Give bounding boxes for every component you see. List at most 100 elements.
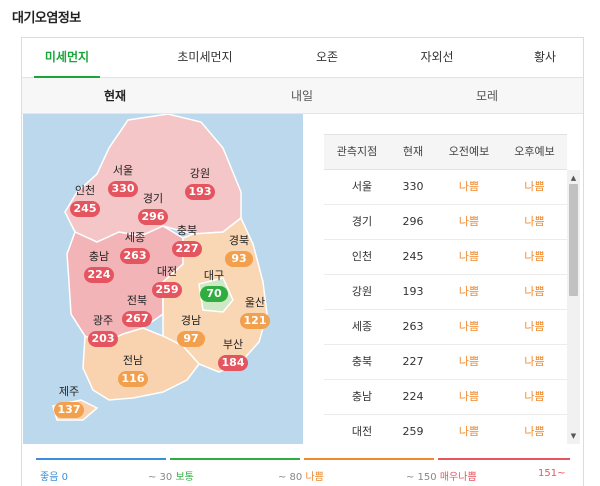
region-name: 전남 (122, 354, 144, 367)
region-jeonbuk[interactable]: 전북 267 (107, 294, 167, 327)
cell-am-grade: 나쁨 (458, 390, 480, 403)
region-gyeongnam[interactable]: 경남 97 (161, 314, 221, 347)
cell-site: 충남 (351, 390, 373, 403)
legend-bar-bad (304, 458, 434, 460)
region-value-badge: 245 (69, 201, 101, 217)
korea-map: 서울 330 인천 245 경기 296 강원 193 세종 263 충북 22… (23, 114, 303, 444)
cell-site: 서울 (351, 180, 373, 193)
region-name: 울산 (244, 296, 266, 309)
region-value-badge: 116 (117, 371, 149, 387)
region-ulsan[interactable]: 울산 121 (225, 296, 285, 329)
region-name: 제주 (58, 385, 80, 398)
cell-current: 263 (402, 320, 424, 333)
region-sejong[interactable]: 세종 263 (105, 231, 165, 264)
cell-site: 강원 (351, 285, 373, 298)
tab-tomorrow[interactable]: 내일 (290, 89, 314, 103)
table-row: 대전 259 나쁨 나쁨 (324, 415, 567, 444)
cell-pm-grade: 나쁨 (524, 425, 545, 438)
header-am-forecast: 오전예보 (448, 145, 490, 158)
header-current: 현재 (402, 145, 424, 158)
cell-site: 대전 (351, 425, 373, 438)
legend-normal-value: ~ 30 (148, 472, 173, 483)
cell-pm-grade: 나쁨 (524, 250, 545, 263)
day-tabs: 현재 내일 모레 (22, 78, 583, 114)
region-name: 인천 (74, 184, 96, 197)
region-gangwon[interactable]: 강원 193 (170, 167, 230, 200)
pollutant-tabs: 미세먼지 초미세먼지 오존 자외선 황사 (22, 38, 583, 78)
region-value-badge: 263 (119, 248, 151, 264)
tab-yellow-dust[interactable]: 황사 (533, 50, 557, 64)
region-value-badge: 224 (83, 267, 115, 283)
legend-bad-label: 나쁨 (305, 472, 324, 483)
cell-pm-grade: 나쁨 (524, 390, 545, 403)
cell-pm-grade: 나쁨 (524, 180, 545, 193)
cell-current: 245 (402, 250, 424, 263)
tab-day-after-tomorrow[interactable]: 모레 (475, 89, 499, 103)
tab-today[interactable]: 현재 (103, 89, 127, 103)
region-gwangju[interactable]: 광주 203 (73, 314, 133, 347)
region-value-badge: 70 (200, 286, 228, 302)
cell-site: 세종 (351, 320, 373, 333)
header-site: 관측지점 (336, 145, 378, 158)
region-value-badge: 267 (121, 311, 153, 327)
legend-normal-range: ~ 30 보통 (148, 468, 194, 483)
region-name: 경기 (142, 192, 164, 205)
section-title: 대기오염정보 (12, 11, 81, 26)
region-name: 광주 (92, 314, 114, 327)
region-jeju[interactable]: 제주 137 (39, 385, 99, 418)
region-name: 경남 (180, 314, 202, 327)
region-value-badge: 121 (239, 313, 271, 329)
tab-ozone[interactable]: 오존 (315, 50, 339, 64)
tab-fine-dust[interactable]: 미세먼지 (34, 38, 100, 78)
region-name: 세종 (124, 231, 146, 244)
cell-current: 227 (402, 355, 424, 368)
tab-uv[interactable]: 자외선 (420, 50, 454, 64)
region-name: 대구 (203, 269, 225, 282)
scroll-down-arrow-icon[interactable]: ▼ (570, 432, 577, 440)
region-name: 대전 (156, 265, 178, 278)
region-seoul[interactable]: 서울 330 (93, 164, 153, 197)
cell-current: 259 (402, 425, 424, 438)
table-scrollbar[interactable]: ▲ ▼ (567, 170, 580, 444)
cell-am-grade: 나쁨 (458, 425, 480, 438)
region-value-badge: 193 (184, 184, 216, 200)
region-value-badge: 259 (151, 282, 183, 298)
region-daejeon[interactable]: 대전 259 (137, 265, 197, 298)
cell-am-grade: 나쁨 (458, 355, 480, 368)
region-value-badge: 93 (225, 251, 253, 267)
region-chungbuk[interactable]: 충북 227 (157, 224, 217, 257)
table-row: 서울 330 나쁨 나쁨 (324, 170, 567, 205)
region-jeonnam[interactable]: 전남 116 (103, 354, 163, 387)
cell-site: 인천 (351, 250, 373, 263)
cell-current: 296 (402, 215, 424, 228)
cell-pm-grade: 나쁨 (524, 285, 545, 298)
scroll-up-arrow-icon[interactable]: ▲ (570, 174, 577, 182)
legend-bad-value: ~ 80 (278, 472, 303, 483)
legend-bar-very-bad (438, 458, 570, 460)
region-gyeonggi[interactable]: 경기 296 (123, 192, 183, 225)
table-row: 충남 224 나쁨 나쁨 (324, 380, 567, 415)
cell-am-grade: 나쁨 (458, 285, 480, 298)
region-value-badge: 296 (137, 209, 169, 225)
region-chungnam[interactable]: 충남 224 (69, 250, 129, 283)
legend-good-range: 좋음 0 (40, 472, 68, 483)
grade-legend: 좋음 0 ~ 30 보통 ~ 80 나쁨 ~ 150 매우나쁨 151~ (36, 458, 570, 486)
region-busan[interactable]: 부산 184 (203, 338, 263, 371)
cell-site: 경기 (351, 215, 373, 228)
region-value-badge: 227 (171, 241, 203, 257)
table-row: 경기 296 나쁨 나쁨 (324, 205, 567, 240)
scrollbar-thumb[interactable] (569, 184, 578, 296)
region-value-badge: 203 (87, 331, 119, 347)
tab-ultrafine-dust[interactable]: 초미세먼지 (177, 50, 233, 64)
legend-very-bad-value: ~ 150 (406, 472, 437, 483)
cell-am-grade: 나쁨 (458, 250, 480, 263)
cell-pm-grade: 나쁨 (524, 215, 545, 228)
table-header: 관측지점 현재 오전예보 오후예보 (324, 134, 567, 170)
region-gyeongbuk[interactable]: 경북 93 (209, 234, 269, 267)
region-value-badge: 137 (53, 402, 85, 418)
region-incheon[interactable]: 인천 245 (55, 184, 115, 217)
table-row: 세종 263 나쁨 나쁨 (324, 310, 567, 345)
region-daegu[interactable]: 대구 70 (184, 269, 244, 302)
cell-pm-grade: 나쁨 (524, 320, 545, 333)
region-name: 경북 (228, 234, 250, 247)
